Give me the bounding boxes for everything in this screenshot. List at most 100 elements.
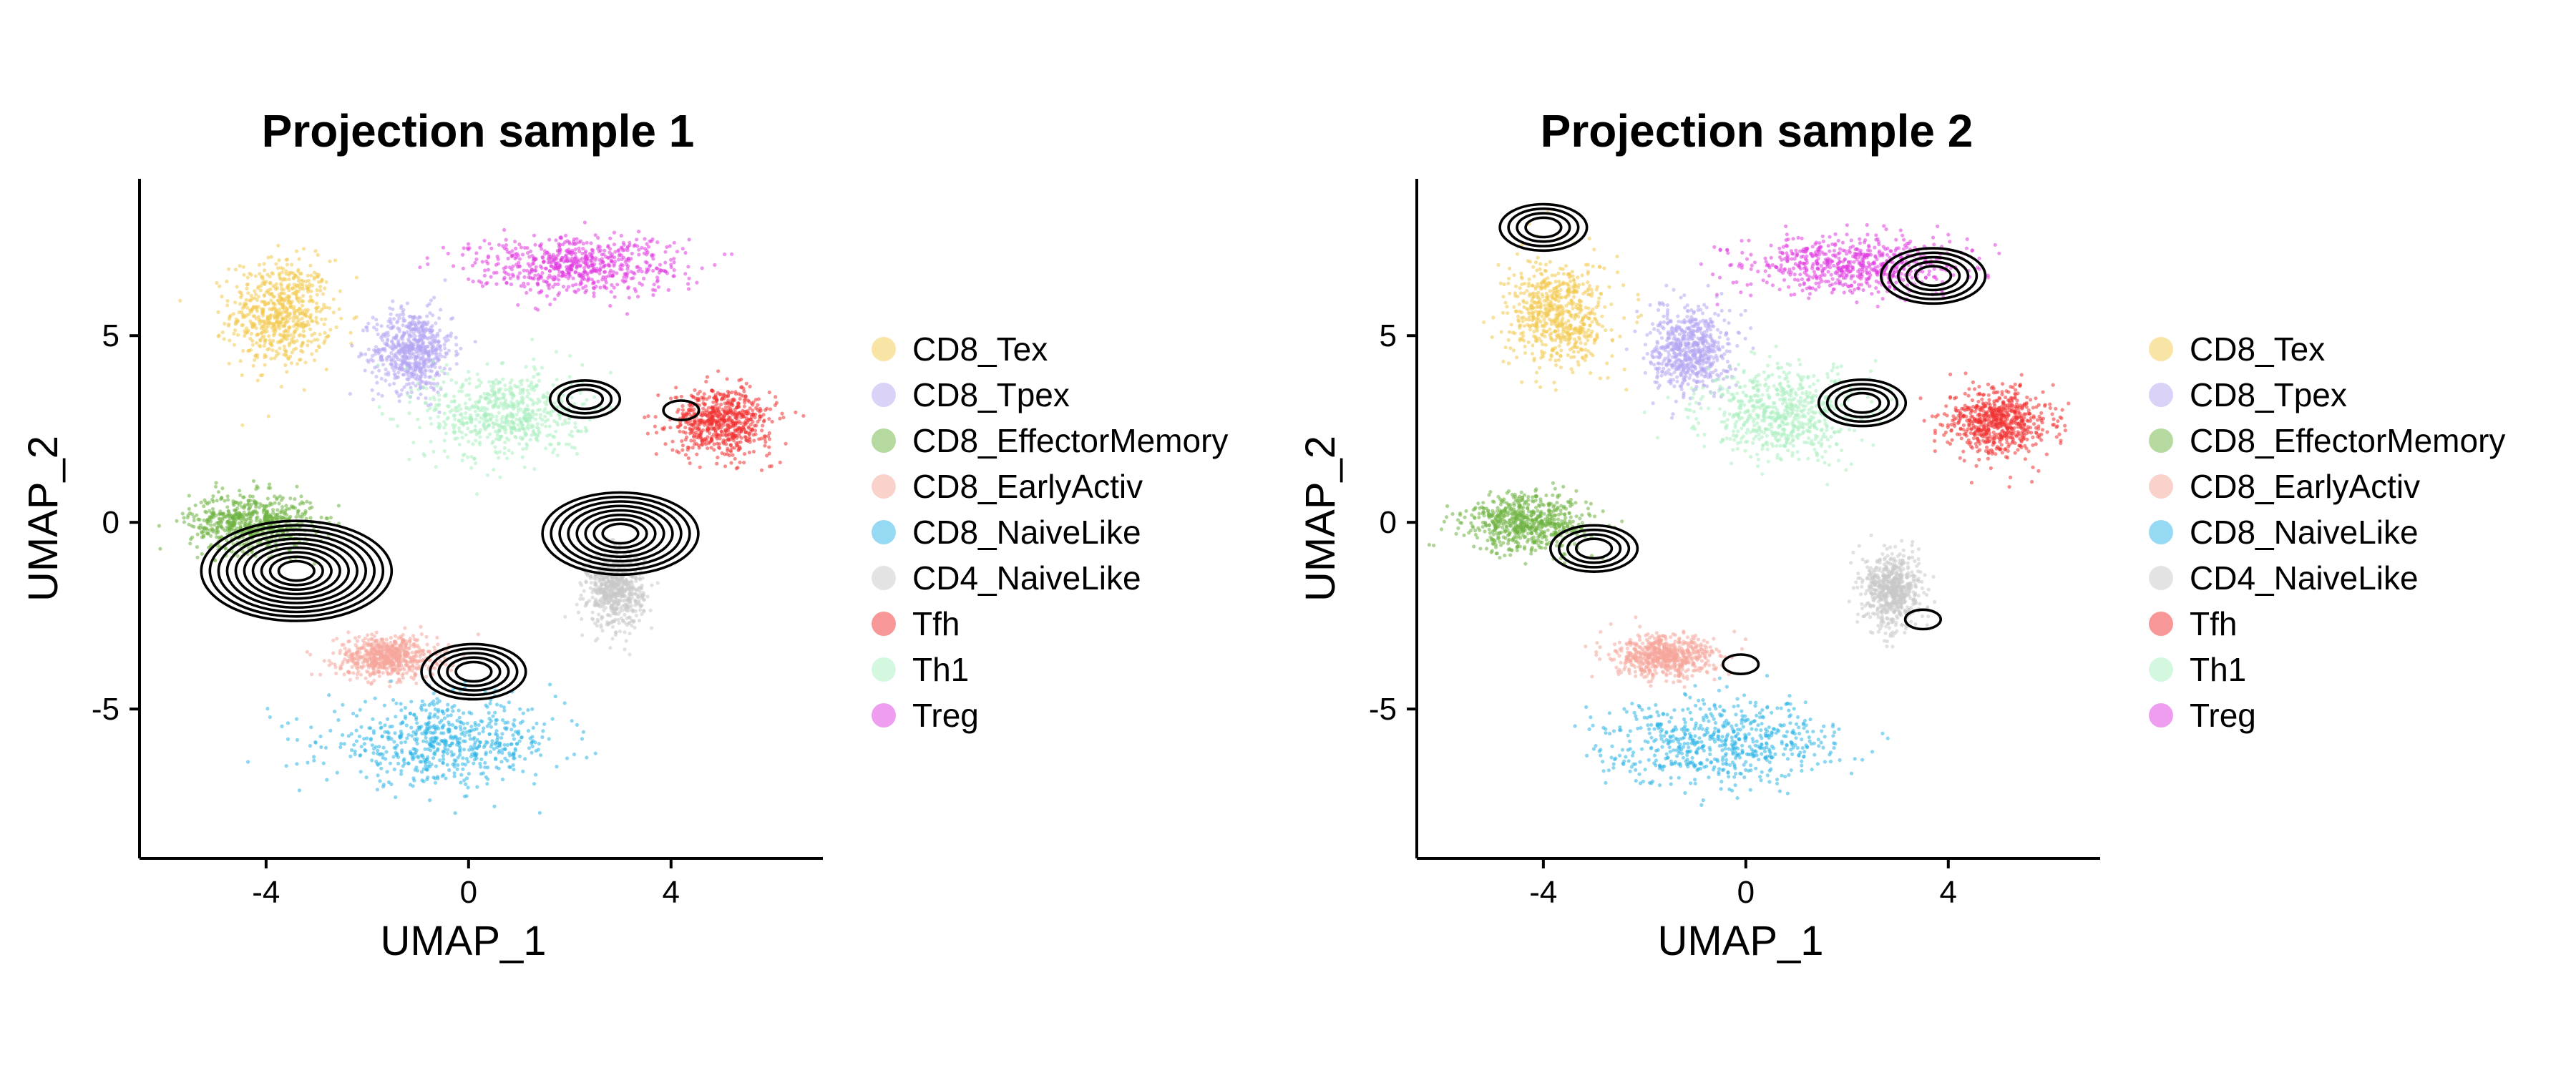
- cell-point: [240, 373, 244, 378]
- cell-point: [430, 346, 434, 350]
- cell-point: [265, 707, 270, 711]
- cell-point: [382, 703, 387, 707]
- cell-point: [371, 315, 375, 320]
- cell-point: [306, 273, 310, 278]
- cell-point: [347, 647, 351, 652]
- cell-point: [391, 324, 396, 328]
- cell-point: [580, 633, 585, 637]
- cell-point: [567, 442, 572, 446]
- cell-point: [431, 702, 436, 707]
- cell-point: [711, 432, 716, 437]
- cell-point: [318, 285, 323, 289]
- cell-point: [318, 332, 322, 337]
- cell-point: [444, 776, 448, 780]
- cell-point: [610, 620, 614, 624]
- cell-point: [411, 347, 416, 351]
- cell-point: [586, 573, 590, 578]
- cell-point: [310, 352, 314, 356]
- cell-point: [411, 634, 416, 638]
- cell-point: [537, 742, 542, 746]
- cell-point: [614, 630, 618, 635]
- cell-point: [723, 438, 728, 443]
- cell-point: [391, 366, 395, 370]
- cell-point: [357, 734, 362, 739]
- cell-point: [390, 724, 394, 729]
- cell-point: [322, 659, 326, 663]
- cell-point: [634, 577, 638, 581]
- cell-point: [363, 368, 367, 373]
- cell-point: [418, 376, 423, 381]
- cell-point: [402, 373, 406, 377]
- cell-point: [762, 418, 766, 423]
- cell-point: [375, 788, 380, 792]
- cell-point: [610, 624, 615, 629]
- cell-point: [221, 526, 225, 531]
- cell-point: [501, 377, 505, 381]
- cell-point: [277, 516, 281, 520]
- cell-point: [681, 430, 686, 434]
- cell-point: [494, 729, 499, 733]
- cell-point: [601, 577, 605, 582]
- cell-point: [358, 753, 362, 758]
- cell-point: [706, 435, 710, 439]
- cell-point: [708, 395, 712, 399]
- cell-point: [504, 726, 509, 730]
- cell-point: [698, 465, 702, 469]
- cell-point: [516, 730, 520, 735]
- cell-point: [246, 291, 250, 295]
- cell-point: [334, 671, 338, 676]
- cell-point: [308, 501, 313, 505]
- cell-point: [233, 268, 238, 272]
- cell-point: [362, 742, 366, 746]
- cell-point: [409, 643, 413, 647]
- cell-point: [531, 739, 535, 743]
- cell-point: [502, 708, 507, 712]
- cell-point: [258, 272, 262, 276]
- cell-point: [312, 755, 316, 759]
- cell-point: [421, 365, 426, 369]
- cell-point: [526, 707, 530, 712]
- cell-point: [286, 356, 291, 361]
- cell-point: [331, 651, 336, 655]
- cell-point: [323, 330, 327, 335]
- cell-point: [296, 278, 301, 283]
- cell-point: [580, 363, 585, 367]
- cell-point: [223, 499, 227, 503]
- cell-point: [593, 597, 598, 602]
- cell-point: [620, 588, 625, 593]
- cell-point: [733, 415, 737, 420]
- cell-point: [728, 401, 733, 406]
- cell-point: [450, 722, 455, 727]
- cell-point: [235, 526, 239, 531]
- cell-point: [250, 338, 255, 343]
- cell-point: [449, 334, 453, 338]
- cell-point: [275, 314, 280, 318]
- cell-point: [376, 661, 380, 665]
- cell-point: [743, 435, 748, 439]
- cluster-points-Tfh: [643, 369, 806, 473]
- cell-point: [385, 358, 389, 362]
- cell-point: [284, 269, 288, 273]
- cell-point: [429, 743, 433, 747]
- cell-point: [416, 388, 421, 392]
- cell-point: [457, 708, 461, 712]
- cell-point: [472, 746, 476, 750]
- cell-point: [370, 681, 374, 685]
- cell-point: [187, 494, 191, 498]
- cell-point: [316, 321, 320, 325]
- cell-point: [663, 442, 668, 446]
- cell-point: [599, 625, 603, 629]
- cell-point: [216, 530, 220, 534]
- cell-point: [305, 499, 309, 504]
- cell-point: [277, 501, 281, 506]
- cell-point: [445, 708, 449, 712]
- cell-point: [432, 295, 436, 300]
- cell-point: [753, 416, 757, 420]
- cell-point: [626, 597, 630, 601]
- cell-point: [310, 505, 314, 509]
- cell-point: [228, 313, 233, 318]
- cell-point: [369, 651, 374, 655]
- cell-point: [613, 609, 618, 614]
- cell-point: [385, 670, 389, 674]
- cell-point: [625, 586, 630, 590]
